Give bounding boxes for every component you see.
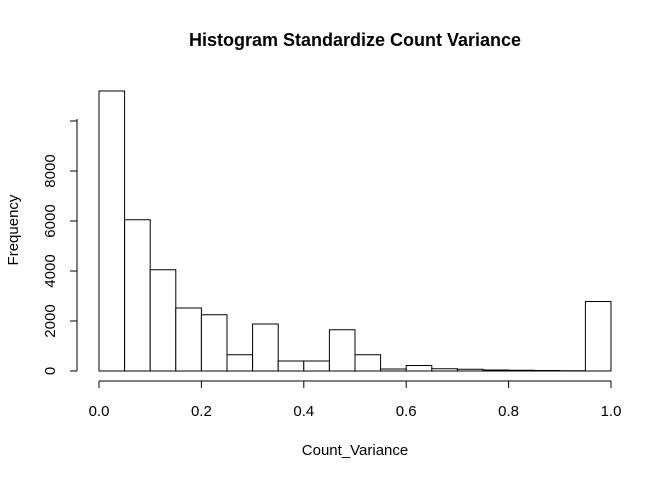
chart-title: Histogram Standardize Count Variance	[189, 30, 521, 50]
histogram-bar	[252, 323, 279, 372]
y-tick-label: 4000	[42, 254, 59, 287]
x-tick-label: 1.0	[601, 403, 622, 420]
histogram-bar	[533, 370, 561, 372]
x-tick-label: 0.2	[191, 403, 212, 420]
histogram-bar	[380, 368, 407, 372]
histogram-bar	[277, 360, 305, 372]
histogram-bar	[175, 307, 202, 372]
histogram-bar	[405, 365, 433, 372]
histogram-bar	[226, 354, 254, 372]
histogram-bar	[303, 360, 330, 372]
x-tick-label: 0.0	[89, 403, 110, 420]
histogram-bar	[98, 90, 126, 372]
histogram-bar	[431, 368, 458, 372]
y-tick-label: 8000	[42, 154, 59, 187]
histogram-bar	[354, 354, 382, 372]
x-tick-label: 0.8	[498, 403, 519, 420]
histogram-bar	[124, 219, 151, 372]
x-axis: 0.0 0.2 0.4 0.6 0.8 1.0	[89, 380, 622, 420]
y-tick-label: 6000	[42, 204, 59, 237]
y-tick-label: 0	[42, 367, 59, 375]
y-tick-label: 2000	[42, 304, 59, 337]
x-axis-label: Count_Variance	[302, 442, 408, 459]
y-axis-label: Frequency	[5, 194, 22, 265]
histogram-bar	[482, 369, 510, 372]
x-tick-label: 0.6	[396, 403, 417, 420]
histogram-bar	[149, 269, 177, 372]
histogram-bar	[584, 301, 612, 372]
histogram-bar	[328, 329, 356, 372]
histogram-bar	[200, 314, 228, 372]
y-axis: 0 2000 4000 6000 8000	[42, 119, 78, 375]
x-tick-label: 0.4	[293, 403, 314, 420]
histogram-bar	[456, 368, 484, 372]
bars-group	[98, 90, 612, 372]
histogram-bar	[508, 369, 535, 372]
